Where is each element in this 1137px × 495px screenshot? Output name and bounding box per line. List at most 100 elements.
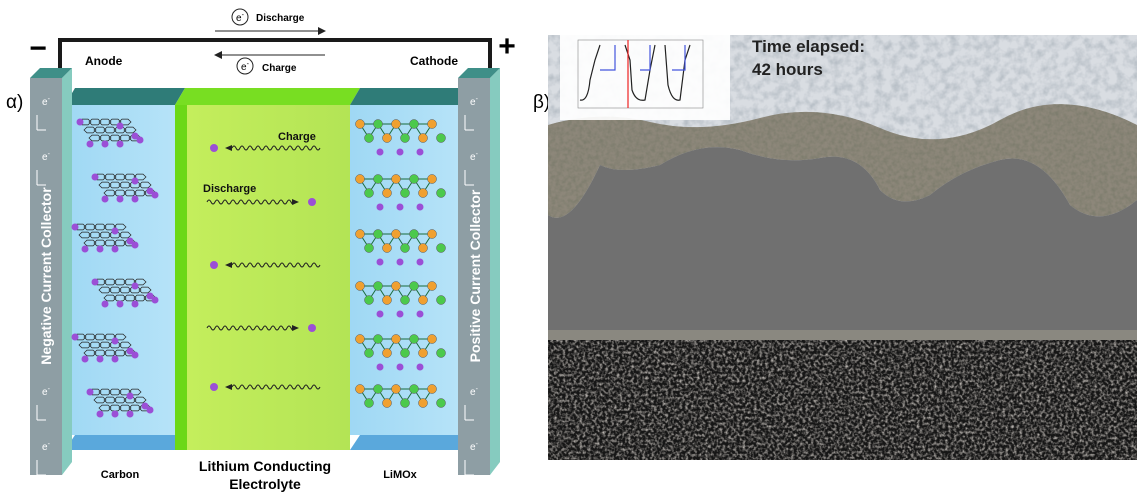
lattice-atom	[383, 349, 392, 358]
lattice-atom	[374, 175, 383, 184]
electrolyte-label: Lithium Conducting	[199, 458, 331, 474]
electrode-texture	[548, 340, 1137, 460]
lattice-atom	[401, 244, 410, 253]
lithium-ion	[377, 149, 384, 156]
lattice-atom	[374, 230, 383, 239]
lattice-atom	[419, 134, 428, 143]
lattice-atom	[437, 189, 446, 198]
electrolyte-top	[175, 88, 360, 105]
panel-label: α)	[6, 92, 23, 113]
lattice-atom	[419, 349, 428, 358]
lithium-ion	[117, 196, 124, 203]
lattice-atom	[410, 120, 419, 129]
lattice-atom	[401, 134, 410, 143]
lattice-atom	[392, 230, 401, 239]
lattice-atom	[374, 120, 383, 129]
lithium-ion	[152, 192, 159, 199]
lithium-ion	[87, 389, 94, 396]
lithium-ion	[112, 338, 119, 345]
anode-bottom	[65, 435, 175, 450]
lattice-atom	[392, 120, 401, 129]
lithium-ion	[77, 119, 84, 126]
lattice-atom	[374, 385, 383, 394]
lithium-ion	[147, 407, 154, 414]
lattice-atom	[356, 335, 365, 344]
inset-chart	[560, 35, 730, 120]
lithium-ion	[127, 393, 134, 400]
limox-label: LiMOx	[383, 469, 417, 481]
lithium-ion	[210, 261, 218, 269]
lithium-ion	[112, 246, 119, 253]
lattice-atom	[374, 335, 383, 344]
lattice-atom	[356, 230, 365, 239]
lattice-atom	[410, 230, 419, 239]
separator-band	[548, 147, 1137, 340]
lattice-atom	[428, 175, 437, 184]
time-label: Time elapsed:	[752, 37, 865, 56]
lattice-atom	[401, 399, 410, 408]
lithium-ion	[417, 311, 424, 318]
lithium-ion	[72, 224, 79, 231]
lithium-ion	[132, 301, 139, 308]
anode-label: Anode	[85, 54, 123, 68]
lattice-atom	[428, 335, 437, 344]
lattice-atom	[437, 399, 446, 408]
lattice-atom	[392, 175, 401, 184]
lattice-atom	[410, 282, 419, 291]
lithium-ion	[117, 141, 124, 148]
lattice-atom	[419, 189, 428, 198]
electrolyte-label: Electrolyte	[229, 476, 301, 492]
lattice-atom	[383, 134, 392, 143]
anode	[65, 105, 175, 435]
lithium-ion	[112, 356, 119, 363]
lattice-atom	[356, 282, 365, 291]
lithium-ion	[417, 149, 424, 156]
carbon-label: Carbon	[101, 469, 140, 481]
positive-collector-label: Positive Current Collector	[467, 189, 483, 362]
lithium-ion	[132, 196, 139, 203]
collector-side	[490, 68, 500, 475]
lattice-atom	[437, 296, 446, 305]
panel-b: β) Time elapsed: 42 hours	[533, 35, 1137, 460]
lithium-ion	[117, 301, 124, 308]
lithium-ion	[308, 198, 316, 206]
lithium-ion	[417, 204, 424, 211]
lithium-ion	[397, 204, 404, 211]
minus-sign: −	[29, 32, 47, 65]
lithium-ion	[82, 246, 89, 253]
cathode-label: Cathode	[410, 54, 458, 68]
discharge-label: Discharge	[256, 13, 305, 24]
lattice-atom	[410, 335, 419, 344]
electrolyte-edge	[175, 105, 187, 450]
negative-collector-label: Negative Current Collector	[38, 187, 54, 365]
lattice-atom	[383, 244, 392, 253]
lattice-atom	[383, 296, 392, 305]
lithium-ion	[132, 178, 139, 185]
cathode-bottom	[350, 435, 458, 450]
lattice-atom	[410, 385, 419, 394]
figure: − + e- Discharge e- Charge Anode Cathode…	[0, 0, 1137, 495]
lattice-atom	[392, 335, 401, 344]
lattice-atom	[356, 385, 365, 394]
lithium-ion	[152, 297, 159, 304]
lithium-ion	[417, 364, 424, 371]
panel-a: − + e- Discharge e- Charge Anode Cathode…	[6, 9, 516, 492]
lattice-atom	[401, 349, 410, 358]
lithium-ion	[112, 228, 119, 235]
lithium-ion	[210, 383, 218, 391]
lattice-atom	[356, 120, 365, 129]
anode-top	[65, 88, 185, 105]
lithium-ion	[210, 144, 218, 152]
charge-label: Charge	[262, 63, 297, 74]
lithium-ion	[72, 334, 79, 341]
lithium-ion	[112, 411, 119, 418]
lithium-ion	[97, 246, 104, 253]
lattice-atom	[437, 134, 446, 143]
lattice-atom	[428, 385, 437, 394]
lithium-ion	[397, 149, 404, 156]
lithium-ion	[417, 259, 424, 266]
inner-discharge-label: Discharge	[203, 183, 256, 195]
lithium-ion	[377, 311, 384, 318]
lattice-atom	[392, 385, 401, 394]
lattice-atom	[410, 175, 419, 184]
